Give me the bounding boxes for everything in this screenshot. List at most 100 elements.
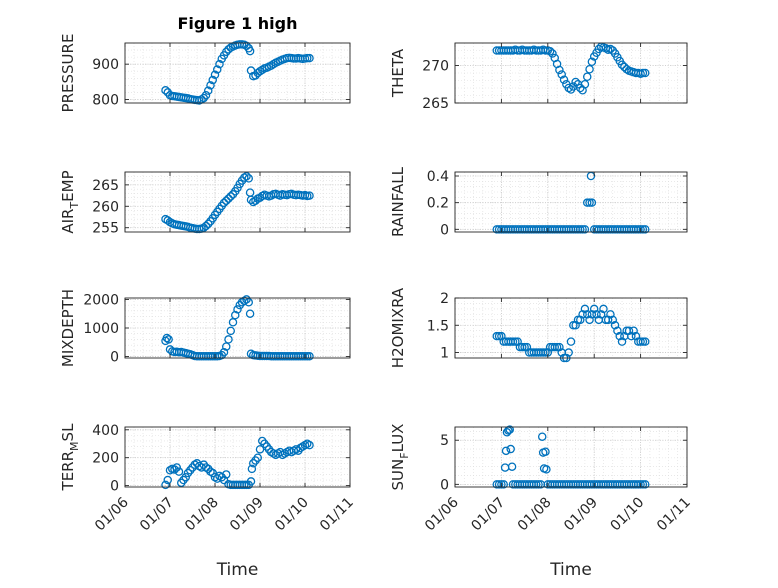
- y-axis-label-subscript: T: [68, 202, 81, 210]
- data-point: [580, 225, 590, 234]
- data-point: [497, 480, 506, 489]
- subplot-theta: 265 270 THETA: [389, 42, 688, 112]
- x-tick-label: 01/10: [272, 495, 312, 535]
- data-point: [161, 86, 170, 95]
- data-point: [566, 337, 576, 346]
- data-point: [206, 81, 215, 90]
- y-axis-label-main: TERR: [59, 451, 77, 492]
- data-point: [615, 331, 624, 341]
- data-point: [246, 477, 256, 486]
- data-point: [613, 326, 622, 335]
- axes-box: [454, 297, 688, 359]
- axes-box: [124, 42, 351, 104]
- subplot-mixdepth: 0 1000 2000 MIXDEPTH: [59, 289, 351, 367]
- data-point: [226, 192, 235, 201]
- plot-area: [455, 172, 687, 232]
- y-axis-label-main: RAINFALL: [389, 166, 407, 237]
- y-axis-label: PRESSURE: [59, 34, 77, 113]
- y-axis-label-main: SUN: [389, 459, 407, 491]
- y-tick-label: 5: [440, 433, 449, 449]
- data-point: [244, 298, 253, 307]
- data-point: [573, 315, 583, 325]
- data-point: [492, 331, 502, 341]
- data-point: [508, 337, 518, 346]
- data-point: [636, 480, 645, 489]
- y-axis-label-main: H2OMIXRA: [389, 287, 407, 368]
- data-point: [582, 310, 592, 319]
- data-point: [640, 225, 650, 234]
- data-point: [629, 326, 638, 335]
- data-point: [305, 191, 314, 200]
- data-point: [592, 310, 601, 319]
- data-point: [518, 342, 527, 352]
- data-point: [585, 315, 594, 325]
- data-point: [208, 75, 217, 85]
- y-axis-label: AIRTEMP: [59, 170, 81, 233]
- data-point: [638, 68, 648, 78]
- y-tick-label: 0: [110, 479, 119, 495]
- data-point: [537, 432, 547, 441]
- data-point: [513, 337, 522, 346]
- y-tick-label: 1.5: [427, 318, 449, 334]
- data-point: [219, 348, 229, 357]
- x-tick-label: 01/11: [317, 495, 357, 535]
- data-point: [545, 47, 555, 56]
- data-point: [221, 470, 231, 479]
- y-axis-label-subscript: F: [398, 452, 411, 458]
- data-point: [542, 465, 551, 474]
- x-tick-label: 01/07: [137, 495, 177, 535]
- data-point: [638, 225, 648, 234]
- data-point: [224, 194, 233, 203]
- axes-box: [454, 171, 688, 233]
- data-point: [617, 337, 627, 346]
- y-tick-label: 0.2: [427, 196, 449, 212]
- y-axis-label: RAINFALL: [389, 166, 407, 237]
- data-point: [608, 315, 618, 325]
- axes-box: [454, 426, 688, 488]
- y-tick-label: 0: [440, 222, 449, 238]
- data-point: [224, 335, 233, 344]
- data-point: [640, 337, 650, 346]
- subplot-terr_msl: 0 200 400 01/06 01/07 01/08 01/09 01/10 01/11 Tim…: [59, 423, 357, 580]
- data-point: [596, 310, 606, 319]
- data-point: [163, 475, 172, 485]
- data-point: [233, 305, 242, 314]
- data-point: [305, 53, 314, 63]
- data-point: [210, 70, 220, 80]
- data-point: [501, 446, 511, 456]
- data-point: [531, 480, 541, 489]
- data-point: [571, 321, 580, 330]
- data-point: [251, 71, 260, 80]
- x-tick-label: 01/08: [515, 495, 555, 535]
- x-tick-label: 01/10: [608, 495, 648, 535]
- y-axis-label: THETA: [389, 48, 407, 98]
- data-point: [172, 463, 181, 472]
- data-point: [520, 342, 529, 352]
- x-axis-label: Time: [216, 560, 259, 580]
- data-point: [502, 428, 512, 437]
- data-point: [212, 65, 222, 74]
- x-axis-label: Time: [549, 560, 592, 580]
- y-tick-label: 900: [92, 57, 119, 73]
- data-point: [576, 225, 585, 234]
- data-point: [603, 315, 613, 325]
- y-tick-label: 265: [92, 178, 119, 194]
- data-point: [219, 475, 229, 485]
- data-point: [230, 310, 240, 320]
- x-tick-label: 01/08: [182, 495, 222, 535]
- data-point: [638, 337, 648, 346]
- data-point: [627, 331, 636, 341]
- subplot-pressure: 800 900 PRESSURE Figure 1 high: [59, 14, 351, 113]
- data-point: [242, 172, 251, 181]
- axes-box: [124, 426, 351, 488]
- data-point: [181, 472, 190, 482]
- y-axis-label-main: THETA: [389, 48, 407, 98]
- y-tick-label: 400: [92, 423, 119, 439]
- data-point: [564, 348, 573, 357]
- data-point: [219, 198, 229, 208]
- data-point: [221, 47, 231, 57]
- data-point: [571, 77, 580, 87]
- data-point: [201, 90, 211, 100]
